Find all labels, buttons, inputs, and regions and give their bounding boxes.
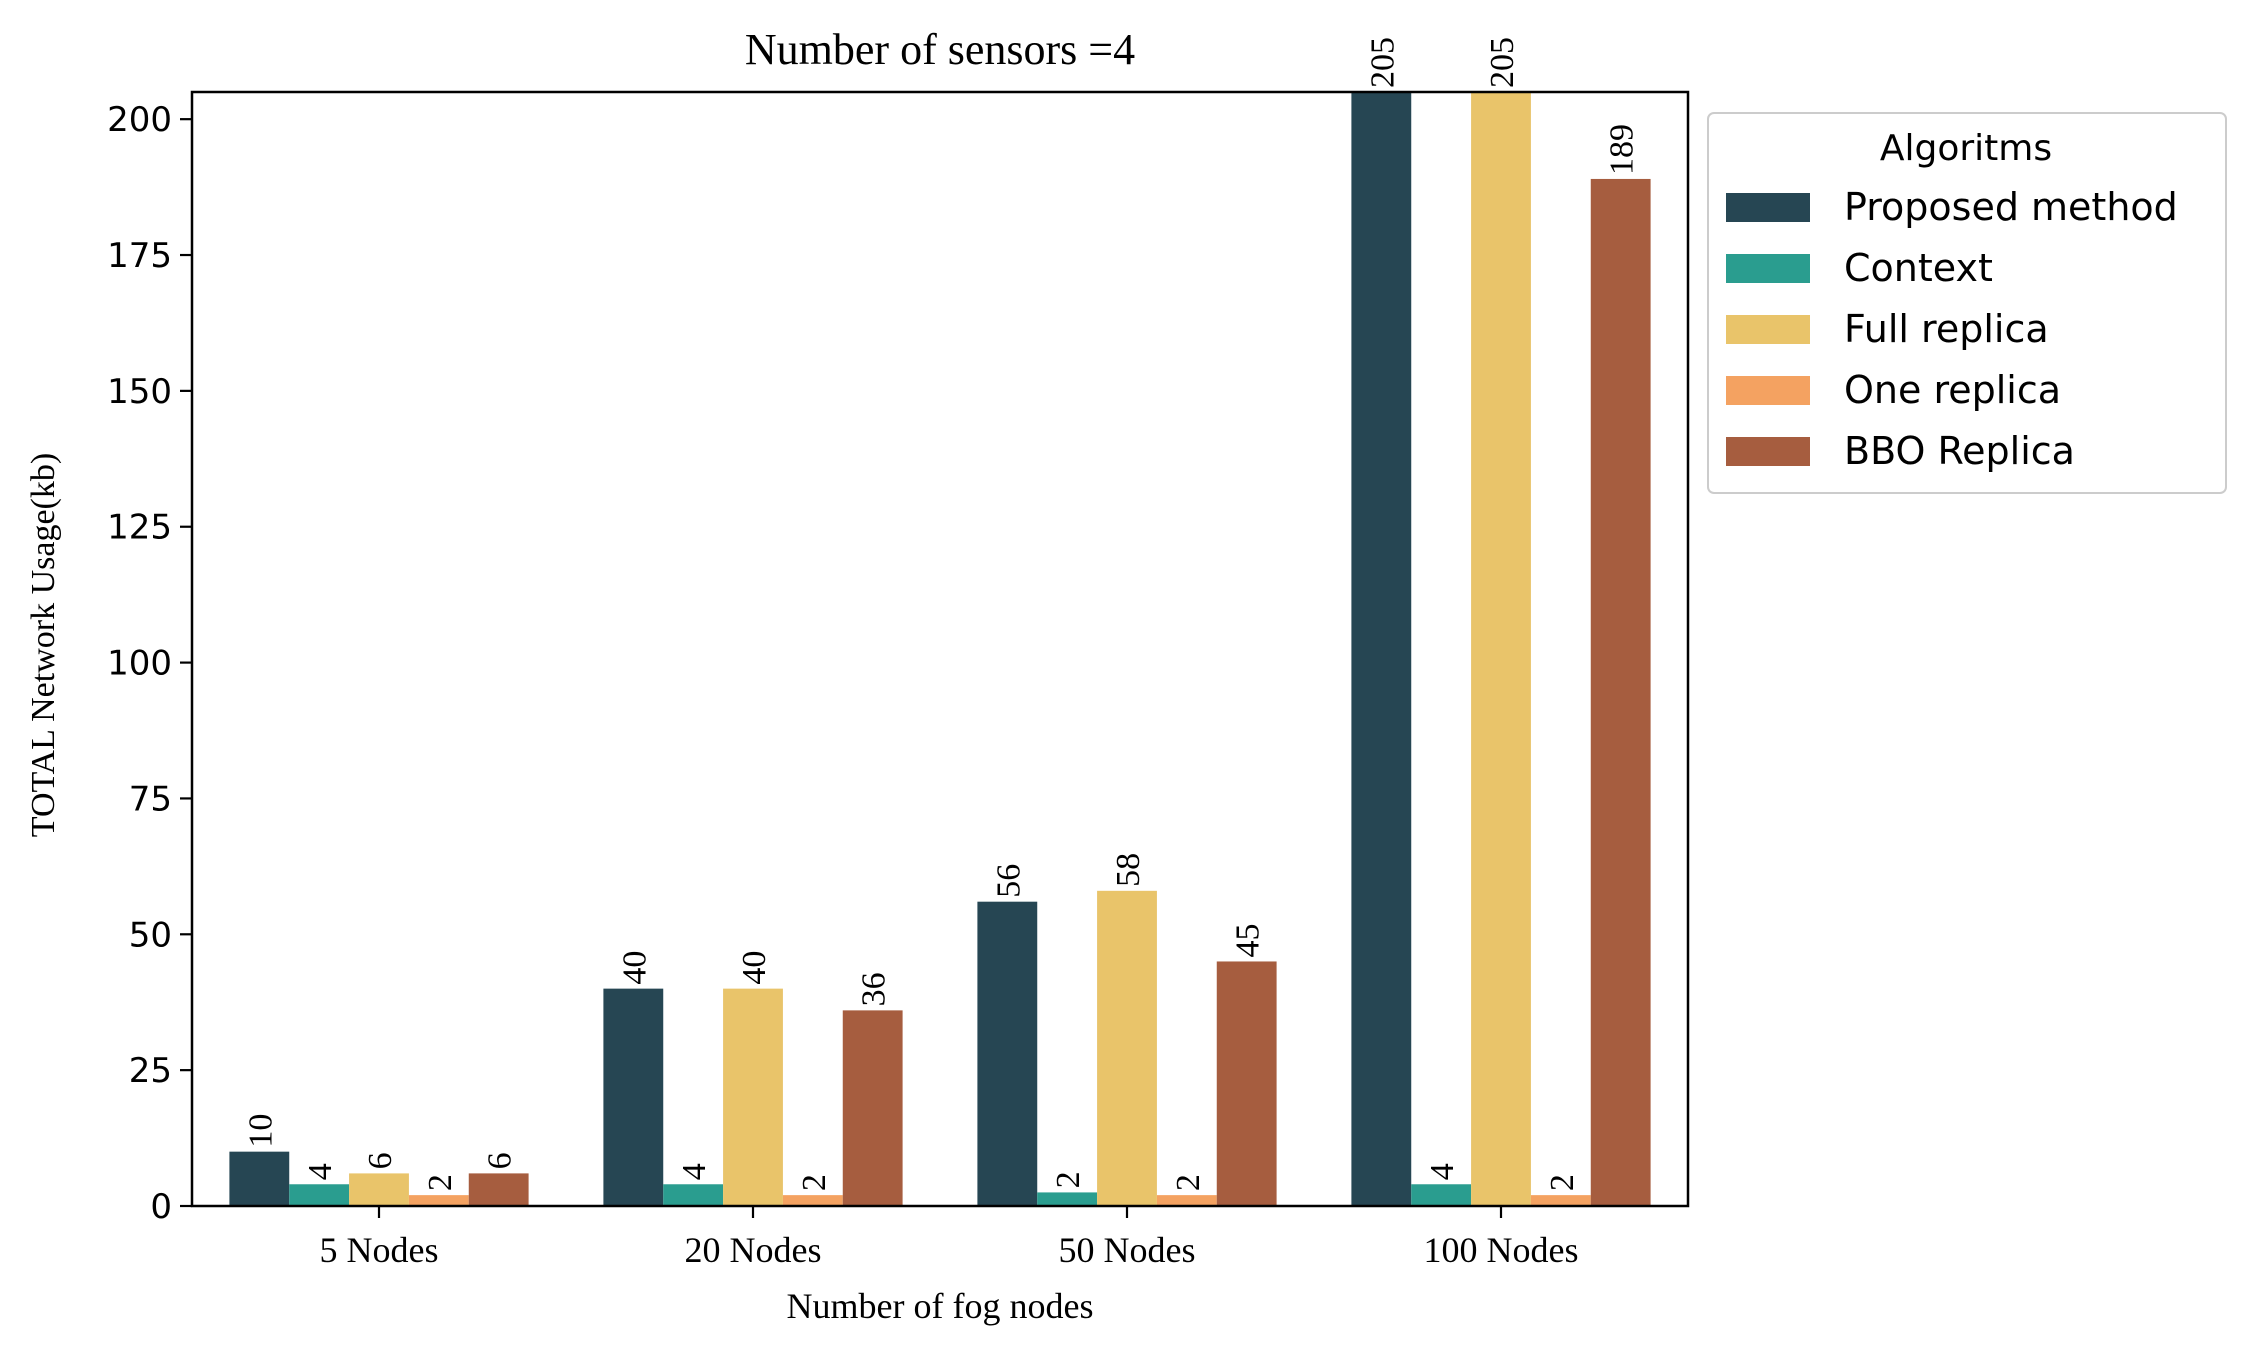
legend-swatch: [1726, 437, 1810, 466]
y-tick-label: 175: [107, 236, 172, 276]
bar: [1351, 92, 1412, 1206]
bar: [349, 1173, 409, 1206]
bar-value-label: 58: [1110, 853, 1147, 887]
legend-entry-label: Context: [1844, 246, 1993, 290]
bar-value-label: 10: [242, 1114, 279, 1148]
x-tick-label: 50 Nodes: [1059, 1230, 1196, 1270]
bar-labels-group: 10 40 56 205 4 4 2 4 6 40 58 205 2 2 2 2 6 36 45 189: [242, 37, 1640, 1191]
bar: [408, 1195, 469, 1206]
bar: [1156, 1195, 1217, 1206]
bar: [663, 1184, 724, 1206]
y-tick-label: 75: [129, 779, 172, 819]
y-tick-label: 200: [107, 100, 172, 140]
chart-title: Number of sensors =4: [745, 25, 1135, 74]
bar-value-label: 4: [1424, 1163, 1461, 1180]
x-axis: 5 Nodes 20 Nodes 50 Nodes 100 Nodes: [320, 1206, 1579, 1270]
bar-value-label: 2: [422, 1174, 459, 1191]
legend-entry-label: Proposed method: [1844, 185, 2178, 229]
bar-value-label: 40: [616, 951, 653, 985]
bar-value-label: 4: [676, 1163, 713, 1180]
bar-value-label: 2: [1544, 1174, 1581, 1191]
bar: [1530, 1195, 1591, 1206]
legend-box: [1707, 112, 2227, 494]
legend-entry-label: Full replica: [1844, 307, 2049, 351]
y-tick-label: 125: [107, 508, 172, 548]
bar: [289, 1184, 350, 1206]
bar-value-label: 2: [796, 1174, 833, 1191]
legend: Algoritms Proposed method Context Full repl…: [1707, 112, 2227, 494]
legend-entry-label: One replica: [1844, 368, 2061, 412]
bar-value-label: 6: [362, 1152, 399, 1169]
legend-swatch: [1726, 315, 1810, 344]
legend-swatch: [1726, 193, 1810, 222]
bar-value-label: 205: [1364, 37, 1401, 88]
y-tick-label: 0: [150, 1187, 172, 1227]
bar-value-label: 2: [1050, 1171, 1087, 1188]
bar: [723, 988, 783, 1206]
x-tick-label: 5 Nodes: [320, 1230, 439, 1270]
bar-value-label: 45: [1230, 923, 1267, 957]
bar-value-label: 189: [1604, 124, 1641, 175]
bar: [1590, 178, 1651, 1207]
bar: [782, 1195, 843, 1206]
y-tick-label: 25: [129, 1051, 172, 1091]
bar: [603, 988, 664, 1206]
bar: [842, 1010, 903, 1206]
x-tick-label: 20 Nodes: [685, 1230, 822, 1270]
bar: [1216, 961, 1277, 1206]
y-tick-label: 150: [107, 372, 172, 412]
legend-entry-label: BBO Replica: [1844, 429, 2075, 473]
bar: [977, 901, 1038, 1206]
y-axis: 0 25 50 75 100 125 150 175 200: [107, 100, 192, 1227]
bar: [1411, 1184, 1472, 1206]
bar: [1037, 1192, 1098, 1206]
bars-group: [229, 92, 1651, 1207]
bar: [1471, 92, 1531, 1206]
legend-title: Algoritms: [1880, 128, 2052, 169]
x-axis-label: Number of fog nodes: [787, 1286, 1094, 1326]
plot-frame: [190, 90, 1690, 1208]
bar: [229, 1151, 290, 1206]
y-tick-label: 50: [129, 915, 172, 955]
legend-swatch: [1726, 376, 1810, 405]
x-tick-label: 100 Nodes: [1424, 1230, 1579, 1270]
bar-value-label: 6: [482, 1152, 519, 1169]
bar-value-label: 36: [856, 972, 893, 1006]
bar-value-label: 4: [302, 1163, 339, 1180]
bar-value-label: 205: [1484, 37, 1521, 88]
bar: [1097, 890, 1157, 1206]
bar-value-label: 40: [736, 951, 773, 985]
y-axis-label: TOTAL Network Usage(kb): [25, 453, 62, 837]
bar: [468, 1173, 529, 1206]
y-tick-label: 100: [107, 644, 172, 684]
bar-value-label: 2: [1170, 1174, 1207, 1191]
bar-value-label: 56: [990, 864, 1027, 898]
legend-swatch: [1726, 254, 1810, 283]
